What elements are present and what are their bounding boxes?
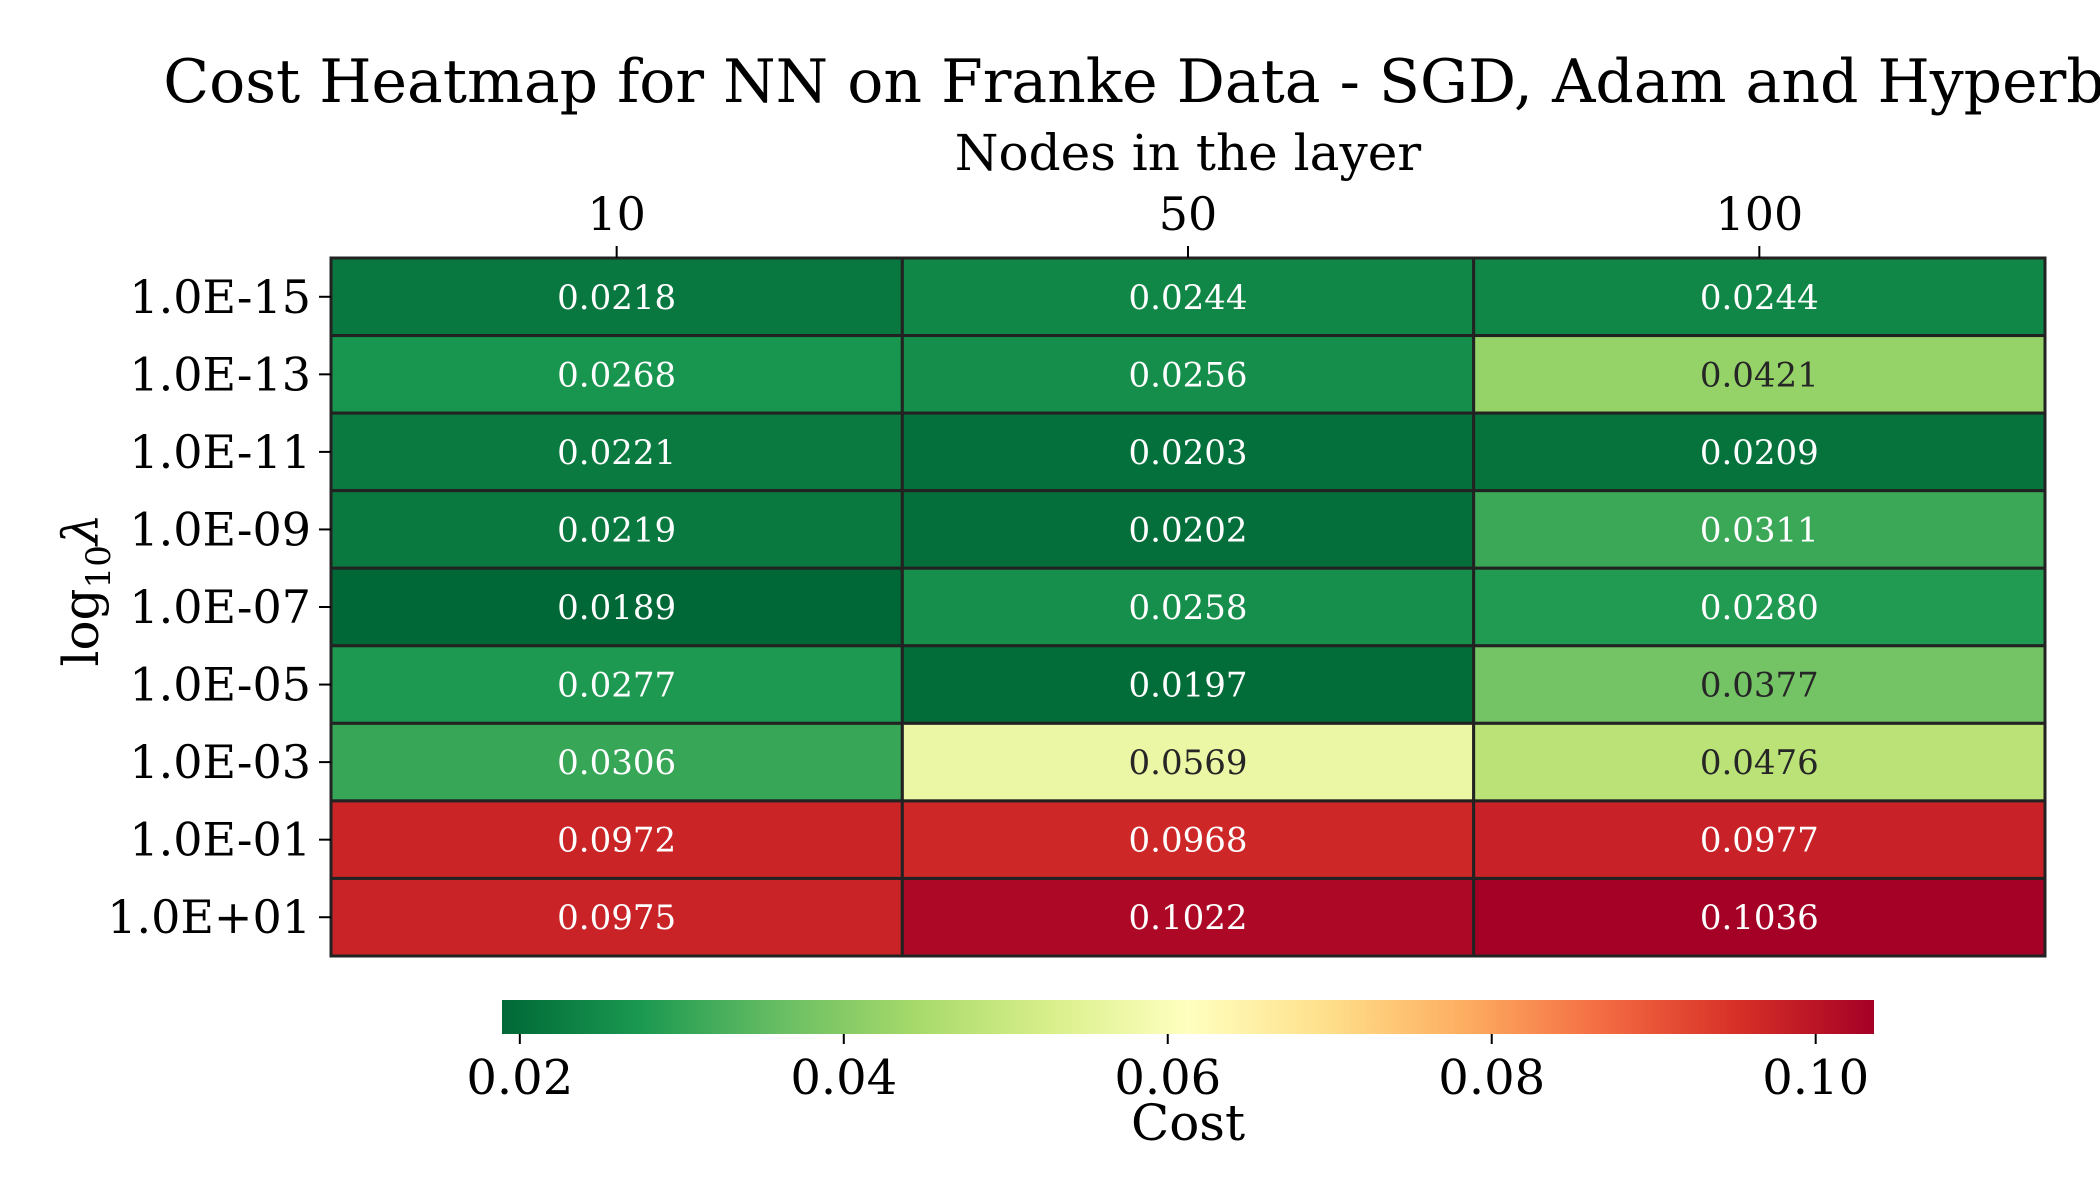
heatmap-cell-labels: 0.0218 0.0244 0.0244 0.0268 0.0256 0.0421 0.02…	[557, 278, 1819, 938]
colorbar-label: Cost	[1131, 1094, 1245, 1152]
heatmap-cell-label-r5-c0: 0.0277	[557, 666, 676, 706]
heatmap-cell-r8-c0	[329, 876, 904, 958]
heatmap-cell-label-r4-c2: 0.0280	[1700, 588, 1819, 628]
heatmap-cell-label-r5-c1: 0.0197	[1129, 666, 1248, 706]
heatmap-cell-label-r0-c0: 0.0218	[557, 278, 676, 318]
heatmap-cell-label-r6-c2: 0.0476	[1700, 743, 1819, 783]
heatmap-cell-label-r7-c0: 0.0972	[557, 821, 676, 861]
x-tick-label-0: 10	[587, 187, 646, 241]
colorbar-tick-label-2: 0.06	[1114, 1050, 1221, 1106]
colorbar-tick-label-1: 0.04	[790, 1050, 897, 1106]
heatmap-cell-r3-c2	[1472, 489, 2047, 570]
heatmap-cell-label-r5-c2: 0.0377	[1700, 666, 1819, 706]
y-tick-label-6: 1.0E-03	[129, 735, 311, 789]
heatmap-cell-label-r0-c1: 0.0244	[1129, 278, 1248, 318]
heatmap-cell-label-r7-c2: 0.0977	[1700, 821, 1819, 861]
colorbar-tick-label-3: 0.08	[1438, 1050, 1545, 1106]
heatmap-cell-r6-c0	[329, 721, 904, 803]
heatmap-cell-r6-c1	[900, 721, 1476, 803]
y-tick-label-8: 1.0E+01	[107, 890, 311, 944]
heatmap-cell-r4-c1	[900, 566, 1476, 648]
heatmap-cell-label-r4-c0: 0.0189	[557, 588, 676, 628]
heatmap-cell-r6-c2	[1472, 721, 2047, 803]
y-tick-label-4: 1.0E-07	[129, 580, 311, 634]
y-tick-label-0: 1.0E-15	[129, 270, 311, 324]
chart-title: Cost Heatmap for NN on Franke Data - SGD…	[163, 47, 2100, 117]
heatmap-cell-r1-c2	[1472, 334, 2047, 415]
colorbar-ticks: 0.02 0.04 0.06 0.08 0.10	[466, 1034, 1869, 1106]
y-axis-label-log: log	[52, 588, 110, 666]
heatmap-cell-label-r1-c1: 0.0256	[1129, 355, 1248, 395]
heatmap-cell-label-r1-c2: 0.0421	[1700, 355, 1819, 395]
y-tick-label-7: 1.0E-01	[129, 813, 311, 867]
heatmap-cell-r7-c0	[329, 799, 904, 880]
heatmap-cell-r2-c1	[900, 411, 1476, 493]
colorbar	[502, 1000, 1874, 1034]
heatmap-cell-label-r8-c0: 0.0975	[557, 898, 676, 938]
heatmap-cell-label-r2-c0: 0.0221	[557, 433, 676, 473]
y-axis-label-symbol: λ	[52, 513, 110, 547]
y-axis-label: log10λ	[52, 513, 119, 666]
y-axis-label-subscript: 10	[79, 545, 119, 588]
y-tick-label-1: 1.0E-13	[129, 347, 311, 401]
heatmap-cell-label-r6-c1: 0.0569	[1129, 743, 1248, 783]
colorbar-tick-label-0: 0.02	[466, 1050, 573, 1106]
x-tick-label-2: 100	[1715, 187, 1803, 241]
heatmap-cell-label-r4-c1: 0.0258	[1129, 588, 1248, 628]
x-tick-label-1: 50	[1159, 187, 1218, 241]
x-axis-ticks: 10 50 100	[587, 187, 1803, 258]
heatmap-cell-label-r0-c2: 0.0244	[1700, 278, 1819, 318]
y-tick-label-2: 1.0E-11	[129, 425, 311, 479]
heatmap-cell-label-r7-c1: 0.0968	[1129, 821, 1248, 861]
heatmap-cell-label-r8-c1: 0.1022	[1129, 898, 1248, 938]
heatmap-cell-label-r3-c0: 0.0219	[557, 510, 676, 550]
heatmap-cell-r7-c1	[900, 799, 1476, 880]
heatmap-cell-r3-c0	[329, 489, 904, 570]
y-tick-label-5: 1.0E-05	[129, 658, 311, 712]
x-axis-label: Nodes in the layer	[955, 124, 1422, 182]
colorbar-tick-label-4: 0.10	[1762, 1050, 1869, 1106]
heatmap-cells	[329, 256, 2047, 958]
y-tick-label-3: 1.0E-09	[129, 502, 311, 556]
heatmap-cell-label-r3-c2: 0.0311	[1700, 510, 1819, 550]
heatmap-cell-label-r3-c1: 0.0202	[1129, 510, 1248, 550]
heatmap-cell-label-r2-c2: 0.0209	[1700, 433, 1819, 473]
heatmap-cell-label-r8-c2: 0.1036	[1700, 898, 1819, 938]
heatmap-cell-label-r6-c0: 0.0306	[557, 743, 676, 783]
heatmap-cell-r0-c0	[329, 256, 904, 338]
heatmap-cell-r0-c1	[900, 256, 1476, 338]
heatmap-cell-label-r1-c0: 0.0268	[557, 355, 676, 395]
heatmap-cell-r7-c2	[1472, 799, 2047, 880]
heatmap-cell-r8-c2	[1472, 876, 2047, 958]
heatmap-cell-label-r2-c1: 0.0203	[1129, 433, 1248, 473]
heatmap-cell-r5-c2	[1472, 644, 2047, 725]
y-axis-ticks: 1.0E-15 1.0E-13 1.0E-11 1.0E-09 1.0E-07 1.0E-…	[107, 270, 331, 944]
heatmap-cell-r5-c1	[900, 644, 1476, 725]
